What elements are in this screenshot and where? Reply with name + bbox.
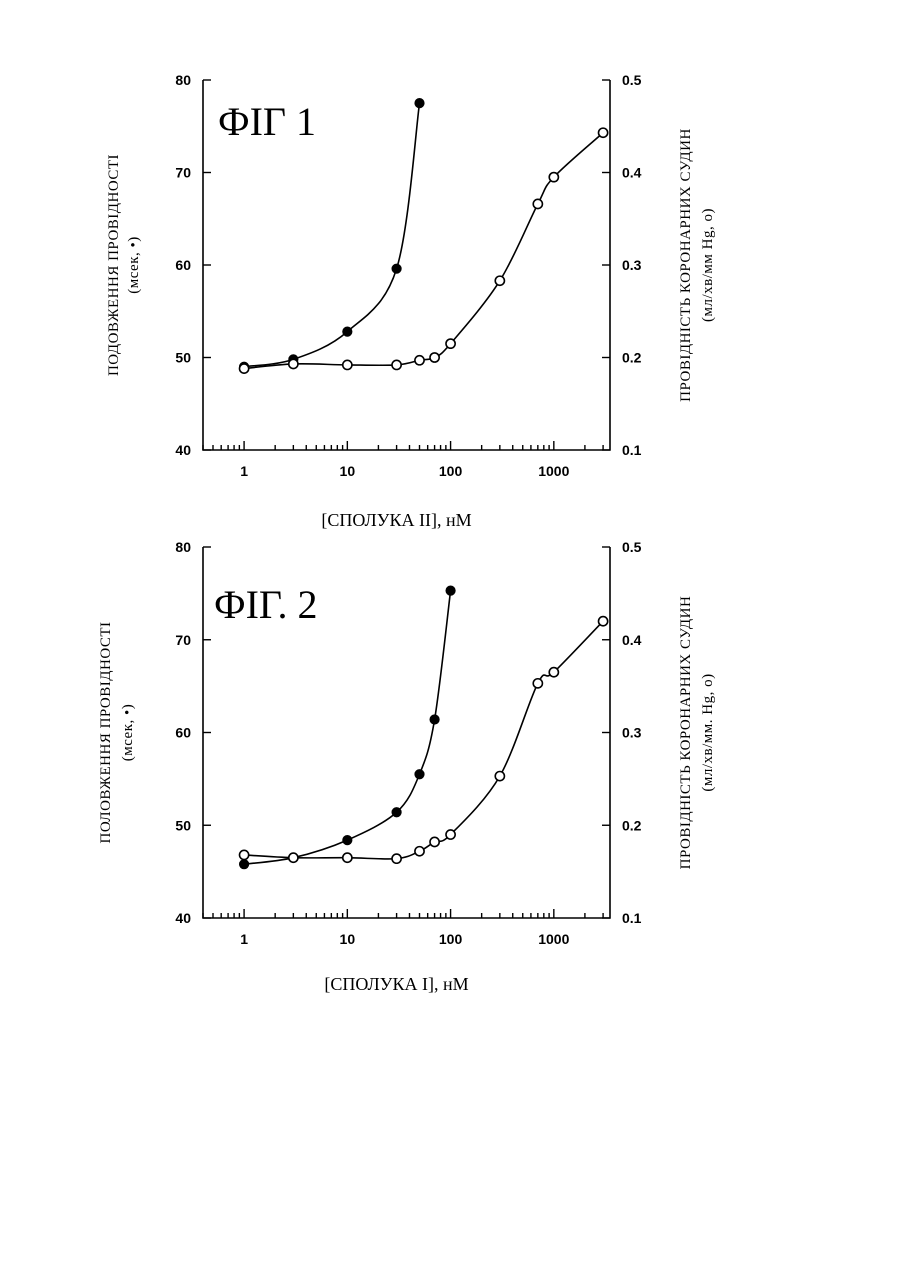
- right-tick-label: 0.1: [622, 910, 642, 926]
- series-line-open: [244, 133, 603, 369]
- y-axis-label-left: ПОДОВЖЕННЯ ПРОВІДНОСТІ: [106, 154, 122, 376]
- chart-title: ФІГ. 2: [214, 582, 318, 627]
- y-axis-unit-right: (мл/хв/мм. Hg, o): [700, 673, 716, 791]
- x-tick-label: 100: [439, 931, 463, 947]
- right-tick-label: 0.2: [622, 817, 642, 833]
- data-point-open: [495, 276, 504, 285]
- data-point-open: [495, 771, 504, 780]
- left-tick-label: 60: [175, 257, 191, 273]
- series-line-filled: [244, 591, 450, 865]
- data-point-open: [533, 679, 542, 688]
- x-tick-label: 10: [340, 931, 356, 947]
- data-point-filled: [392, 808, 401, 817]
- data-point-filled: [392, 264, 401, 273]
- x-axis-label: [СПОЛУКА II], нМ: [321, 510, 471, 530]
- data-point-open: [598, 128, 607, 137]
- right-tick-label: 0.4: [622, 165, 642, 181]
- left-tick-label: 60: [175, 725, 191, 741]
- data-point-open: [392, 360, 401, 369]
- left-tick-label: 80: [175, 539, 191, 555]
- data-point-open: [549, 173, 558, 182]
- data-point-filled: [343, 835, 352, 844]
- x-axis-label: [СПОЛУКА І], нМ: [324, 974, 468, 994]
- x-tick-label: 1: [240, 931, 248, 947]
- chart-fig2: 40 50 60 70 80 0.1 0.2 0.3 0.4 0.5 1 10 100 1000 ФІГ. …: [98, 539, 716, 994]
- data-point-open: [239, 364, 248, 373]
- right-tick-label: 0.2: [622, 350, 642, 366]
- x-tick-label: 1: [240, 463, 248, 479]
- data-point-open: [430, 837, 439, 846]
- y-axis-label-right: ПРОВІДНІСТЬ КОРОНАРНИХ СУДИН: [678, 128, 694, 402]
- data-point-open: [343, 853, 352, 862]
- left-tick-label: 40: [175, 442, 191, 458]
- y-axis-label-right: ПРОВІДНІСТЬ КОРОНАРНИХ СУДИН: [678, 596, 694, 870]
- y-axis-unit-left: (мсек, •): [120, 704, 136, 762]
- y-axis-unit-right: (мл/хв/мм Hg, o): [700, 208, 716, 322]
- x-tick-label: 1000: [538, 463, 569, 479]
- left-tick-label: 70: [175, 165, 191, 181]
- data-point-open: [533, 199, 542, 208]
- data-point-open: [430, 353, 439, 362]
- data-point-open: [446, 830, 455, 839]
- data-point-open: [343, 360, 352, 369]
- data-point-open: [239, 850, 248, 859]
- y-axis-label-left: ПОЛОВЖЕННЯ ПРОВІДНОСТІ: [98, 621, 114, 843]
- chart-fig1: 40 50 60 70 80 0.1 0.2 0.3 0.4 0.5 1 10 100 1000 ФІГ 1…: [106, 72, 716, 530]
- y-axis-unit-left: (мсек, •): [126, 236, 142, 294]
- data-point-open: [598, 617, 607, 626]
- data-point-open: [446, 339, 455, 348]
- series-line-open: [244, 621, 603, 859]
- data-point-open: [549, 668, 558, 677]
- data-point-filled: [343, 327, 352, 336]
- x-tick-label: 1000: [538, 931, 569, 947]
- data-point-filled: [446, 586, 455, 595]
- right-tick-label: 0.5: [622, 539, 642, 555]
- left-tick-label: 80: [175, 72, 191, 88]
- left-tick-label: 50: [175, 817, 191, 833]
- x-tick-label: 100: [439, 463, 463, 479]
- data-point-filled: [239, 860, 248, 869]
- left-tick-label: 70: [175, 632, 191, 648]
- data-point-filled: [415, 99, 424, 108]
- right-tick-label: 0.3: [622, 257, 642, 273]
- right-tick-label: 0.5: [622, 72, 642, 88]
- left-tick-label: 40: [175, 910, 191, 926]
- chart-title: ФІГ 1: [218, 99, 316, 144]
- left-tick-label: 50: [175, 350, 191, 366]
- right-tick-label: 0.4: [622, 632, 642, 648]
- right-tick-label: 0.3: [622, 725, 642, 741]
- data-point-open: [289, 359, 298, 368]
- x-tick-label: 10: [340, 463, 356, 479]
- data-point-filled: [430, 715, 439, 724]
- data-point-open: [415, 356, 424, 365]
- right-tick-label: 0.1: [622, 442, 642, 458]
- data-point-filled: [415, 770, 424, 779]
- data-point-open: [392, 854, 401, 863]
- data-point-open: [415, 847, 424, 856]
- data-point-open: [289, 853, 298, 862]
